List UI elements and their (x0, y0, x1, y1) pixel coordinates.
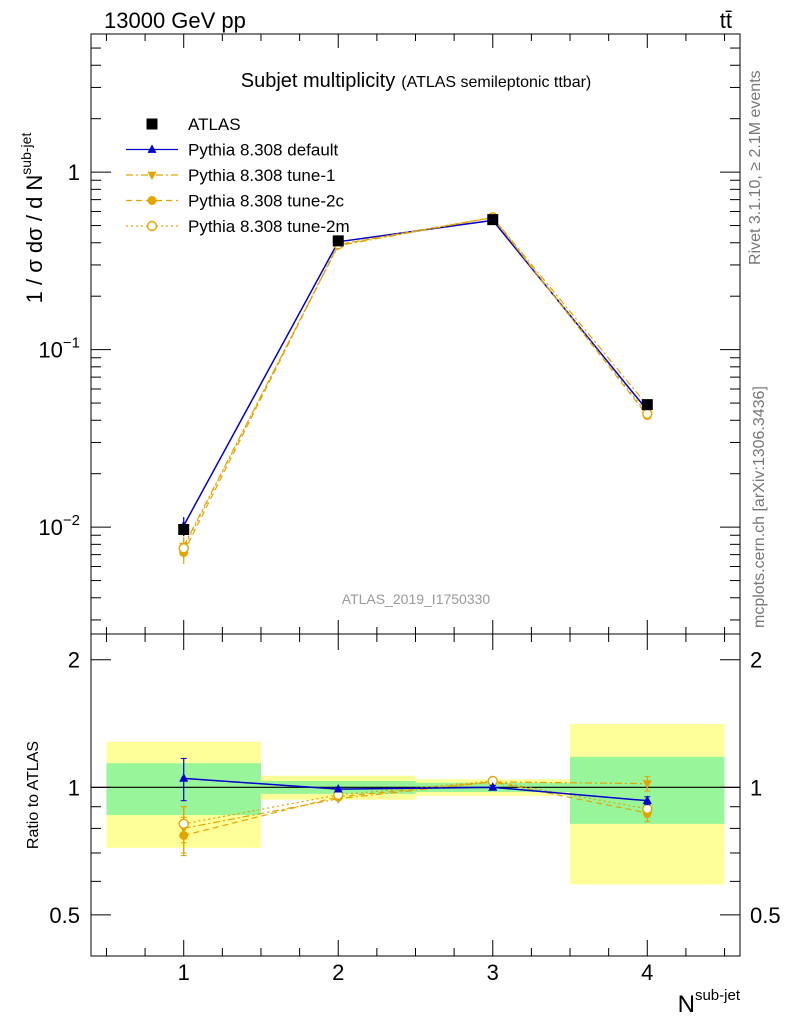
legend-marker (146, 220, 158, 232)
series-pythia-8-308-tune-2m (178, 212, 653, 560)
legend-marker (146, 118, 158, 130)
xlabel: N (678, 991, 695, 1018)
xtick-label: 2 (332, 960, 344, 985)
main-ylabel: 1 / σ dσ / d N (22, 175, 47, 304)
legend-label: Pythia 8.308 default (188, 141, 339, 160)
series-pythia-8-308-tune-2c (179, 213, 652, 564)
data-point (332, 235, 344, 247)
xtick-label: 1 (178, 960, 190, 985)
ratio-line (183, 781, 648, 837)
ratio-ytick-label-left: 1 (68, 775, 80, 800)
ratio-panel: 0.5 0.5 1 1 2 2 1 2 3 4 Ratio to ATLAS Nsub-jet (25, 633, 781, 1018)
ratio-ytick-label-right: 0.5 (750, 903, 781, 928)
legend-marker (147, 171, 157, 181)
series-line (183, 216, 648, 553)
main-ytick-label: 10−1 (38, 335, 80, 363)
main-ytick-label: 10−2 (38, 512, 80, 540)
data-point (487, 214, 499, 226)
xtick-label: 4 (641, 960, 653, 985)
main-ytick-label: 1 (68, 160, 80, 185)
main-ytick-exp: −2 (63, 512, 80, 529)
side-label-top: Rivet 3.1.10, ≥ 2.1M events (747, 70, 764, 265)
series-pythia-8-308-tune-1 (179, 214, 652, 557)
header-left: 13000 GeV pp (104, 8, 246, 33)
legend-label: ATLAS (188, 115, 241, 134)
ratio-line (183, 777, 648, 802)
ratio-line (183, 780, 648, 825)
legend-item: ATLAS (146, 115, 241, 134)
ratio-ytick-label-right: 2 (750, 648, 762, 673)
ratio-point (642, 803, 653, 814)
series-pythia-8-308-default (179, 215, 652, 536)
ratio-series (178, 757, 653, 857)
ratio-ytick-label-left: 0.5 (49, 903, 80, 928)
series-line (183, 216, 648, 549)
legend-marker (147, 144, 157, 153)
ratio-series-pythia-8-308-default (179, 757, 652, 806)
legend: ATLAS Pythia 8.308 default Pythia 8.308 tu… (126, 115, 350, 236)
legend-item: Pythia 8.308 tune-1 (126, 166, 335, 185)
ratio-point (333, 784, 343, 793)
series-line (183, 216, 648, 547)
ratio-point (642, 795, 652, 805)
ratio-line (183, 781, 648, 829)
data-point (178, 523, 190, 535)
ratio-ytick-label-left: 2 (68, 648, 80, 673)
ratio-point (178, 818, 189, 830)
legend-item: Pythia 8.308 tune-2m (126, 217, 350, 236)
data-point (642, 408, 653, 419)
legend-label: Pythia 8.308 tune-1 (188, 166, 335, 185)
ratio-point (488, 782, 498, 791)
ratio-ylabel: Ratio to ATLAS (25, 741, 42, 849)
header-right: tt̄ (720, 8, 732, 33)
legend-label: Pythia 8.308 tune-2m (188, 217, 350, 236)
legend-label: Pythia 8.308 tune-2c (188, 192, 344, 211)
xlabel-group: Nsub-jet (678, 987, 741, 1018)
main-ylabel-sup: sub-jet (18, 133, 34, 175)
legend-marker (147, 196, 157, 205)
series-line (183, 219, 648, 526)
ratio-point (179, 773, 189, 782)
main-series (178, 212, 653, 564)
ratio-point (642, 780, 652, 789)
main-ticks: 10−210−11 (38, 33, 740, 634)
ratio-ytick-label-right: 1 (750, 775, 762, 800)
side-label-bottom: mcplots.cern.ch [arXiv:1306.3436] (751, 386, 768, 628)
ratio-ticks: 0.5 0.5 1 1 2 2 1 2 3 4 (49, 634, 781, 985)
analysis-watermark: ATLAS_2019_I1750330 (342, 591, 491, 607)
main-ytick-base: 10 (38, 515, 62, 540)
xtick-label: 3 (487, 960, 499, 985)
data-point (641, 399, 653, 411)
chart-title: Subjet multiplicity (241, 70, 396, 92)
series-atlas (178, 214, 653, 537)
legend-item: Pythia 8.308 default (126, 141, 339, 160)
data-point (178, 543, 189, 554)
ratio-bands (106, 724, 725, 885)
main-ylabel-group: 1 / σ dσ / d Nsub-jet (18, 133, 47, 304)
xlabel-sup: sub-jet (695, 987, 741, 1004)
chart-subtitle: (ATLAS semileptonic ttbar) (401, 74, 591, 91)
main-ytick-exp: −1 (63, 335, 80, 352)
legend-item: Pythia 8.308 tune-2c (126, 192, 344, 211)
main-panel: 10−210−11 Subjet multiplicity (ATLAS semi… (18, 33, 741, 635)
chart-title-group: Subjet multiplicity (ATLAS semileptonic t… (241, 70, 592, 92)
main-ytick-base: 10 (38, 338, 62, 363)
